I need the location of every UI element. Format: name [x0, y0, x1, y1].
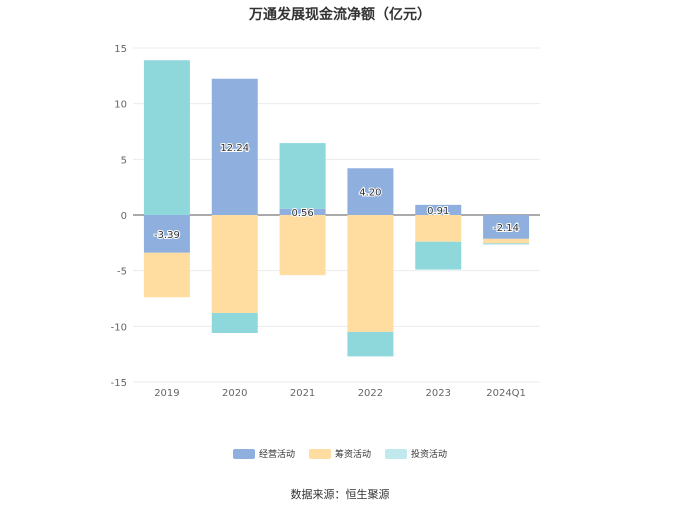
legend-item-operating[interactable]: 经营活动 [232, 447, 295, 460]
y-tick-label: 10 [114, 100, 127, 111]
x-tick-label: 2021 [290, 388, 315, 399]
legend-item-financing[interactable]: 筹资活动 [308, 447, 371, 460]
y-tick-label: 0 [121, 211, 127, 222]
bar-financing-2023 [415, 215, 462, 242]
bar-operating-2024Q1 [483, 215, 530, 239]
x-tick-label: 2019 [154, 388, 179, 399]
bar-operating-2021 [279, 208, 326, 215]
bar-financing-2024Q1 [483, 238, 530, 244]
data-label-2021: 0.56 [291, 208, 313, 219]
bar-investing-2022 [347, 331, 394, 357]
legend-label-operating: 经营活动 [258, 450, 295, 460]
y-tick-label: -10 [111, 322, 127, 333]
y-tick-label: 15 [114, 44, 127, 55]
bar-investing-2023 [415, 241, 462, 270]
bar-operating-2019 [143, 215, 190, 253]
legend-swatch-financing [308, 448, 331, 459]
bar-investing-2024Q1 [483, 243, 530, 245]
bar-financing-2019 [143, 252, 190, 298]
bar-financing-2021 [279, 215, 326, 276]
y-tick-label: -15 [111, 378, 127, 389]
legend: 经营活动 筹资活动 投资活动 [0, 447, 680, 460]
bar-financing-2022 [347, 215, 394, 332]
legend-label-financing: 筹资活动 [334, 450, 371, 460]
legend-swatch-investing [385, 448, 407, 459]
x-tick-label: 2022 [358, 388, 383, 399]
legend-swatch-operating [232, 448, 255, 459]
x-tick-label: 2020 [222, 388, 247, 399]
y-tick-label: -5 [117, 267, 127, 278]
data-label-2023: 0.91 [427, 206, 449, 217]
legend-label-investing: 投资活动 [411, 450, 448, 460]
data-label-2020: 12.24 [220, 143, 249, 154]
bar-financing-2020 [211, 215, 258, 313]
bar-operating-2023 [415, 204, 462, 215]
bar-operating-2022 [347, 168, 394, 215]
bar-investing-2020 [211, 312, 258, 334]
bar-investing-2021 [279, 143, 326, 209]
data-label-2024Q1: -2.14 [493, 223, 519, 234]
bar-investing-2019 [143, 60, 190, 215]
y-tick-label: 5 [121, 155, 127, 166]
legend-item-investing[interactable]: 投资活动 [385, 447, 447, 460]
data-label-2019: -3.39 [154, 230, 180, 241]
bar-operating-2020 [211, 78, 258, 215]
data-source: 数据来源：恒生聚源 [290, 488, 390, 501]
x-tick-label: 2023 [426, 388, 451, 399]
cash-flow-chart: 15 10 5 0 -5 -10 -15 -3.39 2019 12.24 2020 0.56 2021… [111, 44, 540, 399]
x-tick-label: 2024Q1 [486, 388, 526, 399]
chart-title: 万通发展现金流净额（亿元） [249, 7, 431, 23]
data-label-2022: 4.20 [359, 188, 381, 199]
